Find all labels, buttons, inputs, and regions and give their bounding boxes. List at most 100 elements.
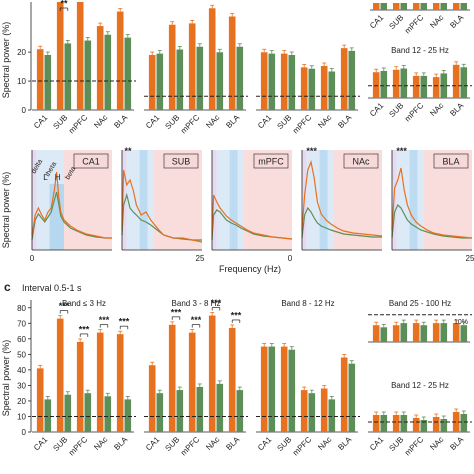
top-right-band-title: Band 12 - 25 Hz [391,46,449,55]
bar-orange-sub [56,2,64,110]
bar-green-nac [216,383,224,432]
tick-label-nac: NAc [428,13,445,30]
tick-label-mpfc: mPFC [403,435,426,458]
tick-label-mpfc: mPFC [291,435,314,458]
bar-orange-ca1 [148,55,156,110]
ref-label: 10% [454,319,468,326]
tick-label-ca1: CA1 [144,113,162,131]
bar-green-ca1 [380,415,388,432]
bar-orange-ca1 [372,415,380,432]
panel-c-ylabel: Spectral power (%) [1,340,11,417]
y-tick-label: 0 [22,106,27,115]
region-label-box [253,153,289,169]
region-label: BLA [442,157,459,167]
bar-green-mpfc [196,386,204,432]
region-label: CA1 [82,157,100,167]
bar-orange-mpfc [76,341,84,432]
bar-orange-nac [432,323,440,342]
sig-label: *** [396,146,407,156]
bar-green-mpfc [196,46,204,110]
sig-label: *** [231,310,242,320]
bar-green-bla [460,3,467,10]
bar-green-mpfc [420,325,428,342]
panel-title: Band 3 - 8 Hz [172,299,221,308]
bar-orange-bla [340,357,348,432]
panel-title: Band ≤ 3 Hz [62,299,106,308]
bar-orange-mpfc [413,3,420,10]
tick-label-mpfc: mPFC [403,13,426,36]
sig-label: *** [79,324,90,334]
y-tick-label: 70 [17,319,26,328]
bar-green-bla [460,67,468,98]
bar-orange-ca1 [373,3,380,10]
delta-band [32,150,37,250]
spectrum-line-orange [391,167,473,239]
band-label-H: H [55,173,61,182]
spectrum-line-orange [121,169,203,243]
region-label-box [163,153,199,169]
bar-orange-sub [280,53,288,110]
bar-orange-mpfc [412,418,420,432]
spectrum-line-orange [31,171,112,239]
bar-green-ca1 [44,55,52,110]
tick-label-bla: BLA [224,113,242,131]
bar-orange-nac [96,332,104,432]
tick-label-ca1: CA1 [368,101,386,119]
tick-label-bla: BLA [112,113,130,131]
region-label: mPFC [258,157,284,167]
tick-label-mpfc: mPFC [179,113,202,136]
bar-orange-mpfc [412,323,420,342]
bar-green-bla [236,390,244,432]
theta-high-band [229,150,238,250]
tick-label-mpfc: mPFC [403,101,426,124]
tick-label-bla: BLA [336,113,354,131]
tick-label-ca1: CA1 [144,435,162,453]
region-label: NAc [352,157,370,167]
bar-orange-sub [393,3,400,10]
tick-label-nac: NAc [92,113,109,130]
spectra-xlabel: Frequency (Hz) [219,264,281,274]
panel-title: Band 8 - 12 Hz [281,299,334,308]
bar-orange-ca1 [372,72,380,98]
tick-label-ca1: CA1 [32,435,50,453]
sig-label: *** [306,146,317,156]
sig-label: *** [119,317,130,327]
bar-orange-bla [116,334,124,432]
bar-green-sub [288,55,296,110]
bar-green-ca1 [44,399,52,432]
x-tick-label: 25 [466,254,474,263]
region-label-box [343,153,379,169]
x-tick-label: 25 [196,254,205,263]
spectrum-panel-sub: SUB ** [121,146,203,251]
tick-label-bla: BLA [224,435,242,453]
tick-label-mpfc: mPFC [179,435,202,458]
spectrum-line-green [31,191,112,241]
top-ylabel: Spectral power (%) [1,22,11,99]
bar-orange-sub [392,69,400,98]
bar-green-mpfc [308,68,316,110]
spectrum-panel-nac: NAc *** [301,146,383,251]
bar-orange-bla [116,11,124,110]
tick-label-bla: BLA [112,435,130,453]
tick-label-mpfc: mPFC [291,113,314,136]
bar-orange-ca1 [260,52,268,110]
panel-c-letter: c [4,280,11,294]
bar-orange-sub [280,346,288,432]
theta-high-band [409,150,418,250]
y-tick-label: 10 [17,412,26,421]
y-tick-label: 0 [22,428,27,437]
bar-green-nac [328,71,336,110]
bar-green-sub [400,3,407,10]
spectrum-panel-bla: BLA *** [391,146,473,251]
bar-orange-sub [168,24,176,110]
bar-green-mpfc [84,393,92,432]
bar-orange-bla [340,48,348,110]
bar-orange-nac [208,8,216,110]
spectrum-line-orange [301,159,383,237]
bar-green-ca1 [268,346,276,432]
bar-green-ca1 [156,53,164,110]
tick-label-mpfc: mPFC [67,435,90,458]
sig-label: *** [191,315,202,325]
